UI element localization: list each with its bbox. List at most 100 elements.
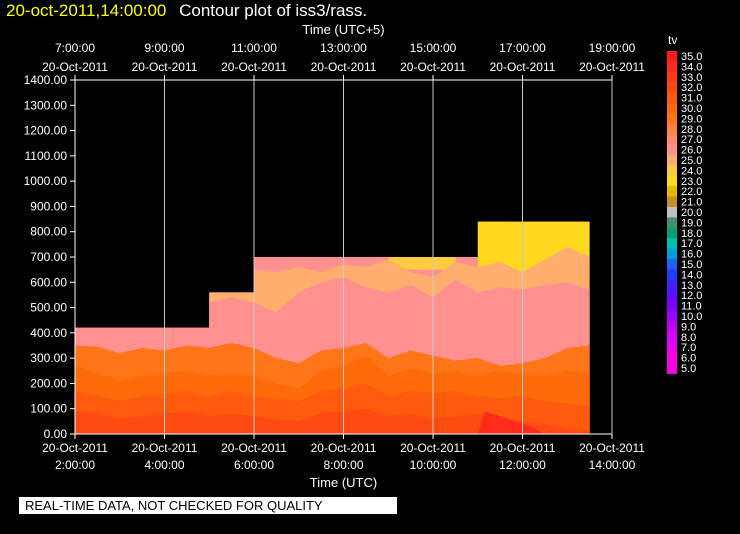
y-tick-label: 400.00 (30, 326, 67, 340)
colorbar-swatch (667, 269, 677, 281)
colorbar-swatch (667, 196, 677, 208)
colorbar-swatch (667, 207, 677, 218)
top-tick-label-time: 7:00:00 (55, 41, 95, 55)
colorbar-label: 22.0 (681, 186, 702, 198)
colorbar-label: 14.0 (681, 269, 702, 281)
colorbar-label: 16.0 (681, 249, 702, 261)
y-tick-label: 1100.00 (25, 149, 68, 163)
top-tick-label-date: 20-Oct-2011 (311, 60, 377, 74)
colorbar-label: 17.0 (681, 238, 702, 250)
colorbar-swatch (667, 51, 677, 62)
x-tick-label-date: 20-Oct-2011 (132, 441, 198, 455)
band-24-fill (388, 257, 456, 270)
colorbar-swatch (667, 227, 677, 239)
colorbar-swatch (667, 103, 677, 114)
colorbar-swatch (667, 134, 677, 146)
y-tick-label: 100.00 (30, 402, 67, 416)
top-tick-label-time: 19:00:00 (589, 41, 636, 55)
colorbar-label: 28.0 (681, 124, 702, 136)
colorbar-label: 19.0 (681, 217, 702, 229)
x-tick-label-time: 6:00:00 (234, 458, 274, 472)
colorbar-label: 23.0 (681, 176, 702, 188)
colorbar-label: 21.0 (681, 197, 702, 209)
colorbar-swatch (667, 248, 677, 260)
y-tick-label: 200.00 (30, 376, 67, 390)
colorbar-label: 5.0 (681, 363, 696, 375)
colorbar-swatch (667, 279, 677, 291)
x-tick-label-time: 10:00:00 (410, 458, 457, 472)
colorbar-label: 20.0 (681, 207, 702, 219)
colorbar-swatch (667, 290, 677, 302)
colorbar-label: 33.0 (681, 72, 702, 84)
colorbar-label: 7.0 (681, 342, 696, 354)
colorbar-swatch (667, 175, 677, 187)
colorbar-label: 32.0 (681, 82, 702, 94)
top-tick-label-date: 20-Oct-2011 (132, 60, 198, 74)
plot-datetime: 20-oct-2011,14:00:00 (6, 1, 167, 20)
y-tick-label: 0.00 (44, 427, 68, 441)
x-tick-label-time: 4:00:00 (144, 458, 184, 472)
x-tick-label-date: 20-Oct-2011 (42, 441, 108, 455)
y-tick-label: 1400.00 (24, 73, 68, 87)
colorbar-label: 12.0 (681, 290, 702, 302)
top-tick-label-date: 20-Oct-2011 (42, 60, 108, 74)
colorbar-label: 9.0 (681, 321, 696, 333)
x-tick-label-date: 20-Oct-2011 (490, 441, 556, 455)
x-tick-label-time: 14:00:00 (589, 458, 636, 472)
x-tick-label-date: 20-Oct-2011 (400, 441, 466, 455)
top-tick-label-date: 20-Oct-2011 (400, 60, 466, 74)
y-tick-label: 700.00 (30, 250, 67, 264)
x-axis-title: Time (UTC) (310, 475, 377, 490)
top-axis-title: Time (UTC+5) (302, 22, 384, 37)
x-tick-label-date: 20-Oct-2011 (579, 441, 645, 455)
plot-area (75, 221, 590, 434)
y-tick-label: 1200.00 (24, 124, 68, 138)
top-tick-label-date: 20-Oct-2011 (579, 60, 645, 74)
colorbar-label: 13.0 (681, 280, 702, 292)
contour-fills (75, 221, 590, 434)
top-tick-label-date: 20-Oct-2011 (221, 60, 287, 74)
colorbar-title: tv (668, 33, 677, 47)
axes: 0.00 100.00 200.00 300.00 400.00 500.00 600.00… (24, 22, 646, 490)
x-tick-label-date: 20-Oct-2011 (221, 441, 287, 455)
colorbar-swatch (667, 165, 677, 177)
colorbar-label: 26.0 (681, 145, 702, 157)
x-tick-label-time: 8:00:00 (323, 458, 363, 472)
colorbar-label: 15.0 (681, 259, 702, 271)
top-tick-label-date: 20-Oct-2011 (490, 60, 556, 74)
top-tick-label-time: 11:00:00 (231, 41, 277, 55)
colorbar-label: 24.0 (681, 165, 702, 177)
quality-note: REAL-TIME DATA, NOT CHECKED FOR QUALITY (19, 497, 397, 514)
band-32-fill (75, 408, 590, 434)
plot-title: Contour plot of iss3/rass. (179, 1, 368, 20)
y-tick-label: 500.00 (30, 301, 67, 315)
hot-spot-fill (477, 411, 545, 434)
colorbar-swatch (667, 217, 677, 229)
colorbar-label: 34.0 (681, 61, 702, 73)
colorbar-swatch (667, 82, 677, 94)
colorbar-swatch (667, 144, 677, 156)
colorbar-label: 25.0 (681, 155, 702, 167)
colorbar-swatch (667, 300, 677, 312)
colorbar-swatch (667, 321, 677, 333)
colorbar-label: 6.0 (681, 353, 696, 365)
top-tick-label-time: 17:00:00 (499, 41, 546, 55)
y-tick-label: 300.00 (30, 351, 67, 365)
colorbar-label: 29.0 (681, 113, 702, 125)
plot-header: 20-oct-2011,14:00:00 Contour plot of iss… (6, 1, 367, 21)
colorbar-label: 8.0 (681, 332, 696, 344)
top-tick-label-time: 13:00:00 (320, 41, 367, 55)
colorbar: tv 35.034.033.032.031.030.029.028.027.026… (667, 33, 702, 375)
top-tick-label-time: 15:00:00 (410, 41, 457, 55)
colorbar-label: 35.0 (681, 51, 702, 63)
colorbar-swatch (667, 259, 677, 270)
top-tick-label-time: 9:00:00 (144, 41, 184, 55)
colorbar-swatch (667, 342, 677, 354)
colorbar-swatch (667, 186, 677, 198)
colorbar-swatch (667, 311, 677, 322)
colorbar-label: 30.0 (681, 103, 702, 115)
colorbar-swatch (667, 113, 677, 125)
colorbar-swatch (667, 123, 677, 135)
x-tick-label-time: 2:00:00 (55, 458, 95, 472)
